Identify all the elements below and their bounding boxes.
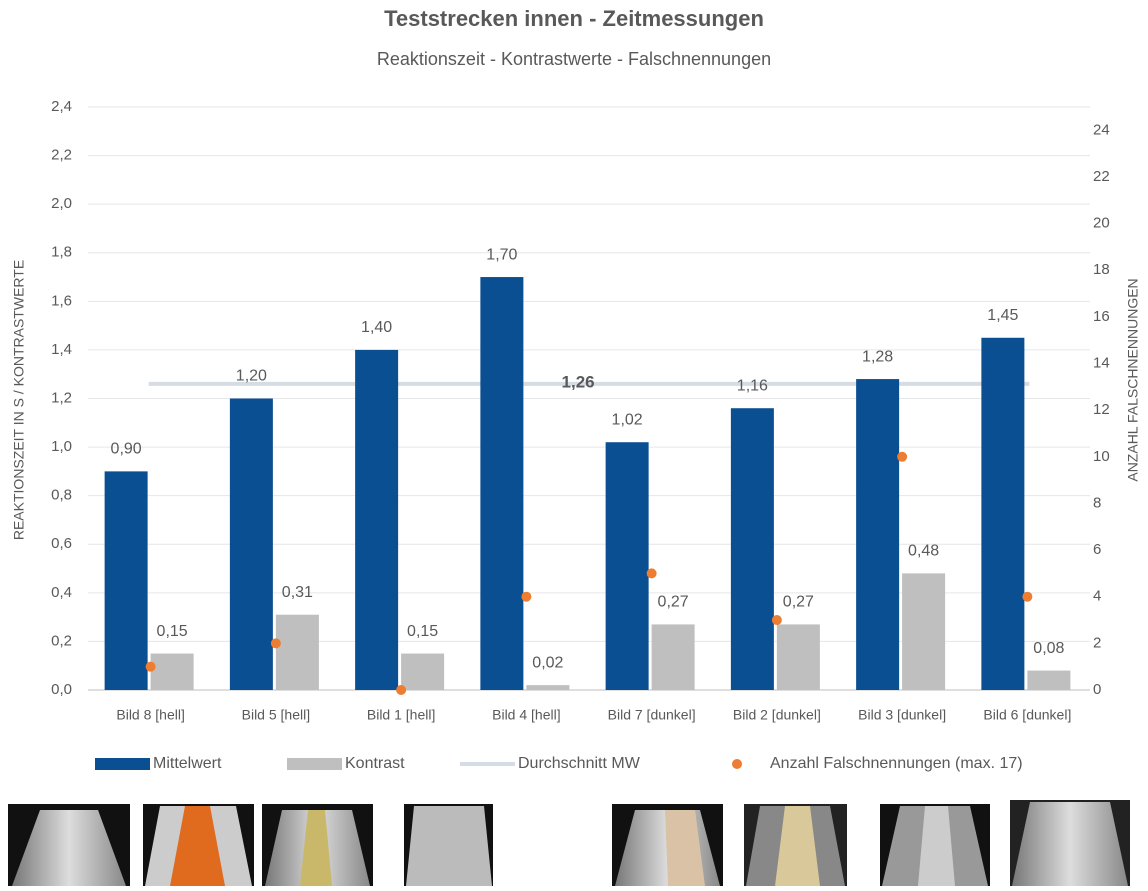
x-tick-label: Bild 5 [hell]: [242, 707, 310, 723]
y-axis-title: REAKTIONSZEIT IN S / KONTRASTWERTE: [11, 260, 27, 540]
y-tick-label: 1,4: [51, 341, 72, 358]
x-tick-label: Bild 4 [hell]: [492, 707, 560, 723]
x-tick-label: Bild 3 [dunkel]: [858, 707, 946, 723]
y2-tick-label: 2: [1093, 634, 1101, 651]
value-label: 0,31: [282, 584, 313, 601]
bar: [605, 442, 649, 690]
legend-label: Anzahl Falschnennungen (max. 17): [770, 755, 1023, 772]
y2-tick-label: 4: [1093, 588, 1101, 605]
y2-tick-label: 14: [1093, 354, 1110, 371]
y2-tick-label: 6: [1093, 541, 1101, 558]
thumbnail: [744, 804, 847, 886]
point: [771, 615, 782, 626]
value-label: 0,15: [407, 623, 438, 640]
point: [897, 451, 908, 462]
value-label: 0,27: [658, 594, 689, 611]
thumbnail: [8, 804, 130, 886]
point: [396, 685, 407, 695]
bar: [229, 398, 273, 690]
thumbnails: [8, 800, 1130, 886]
bar: [150, 653, 194, 690]
y-tick-label: 0,4: [51, 584, 72, 601]
y-tick-label: 0,2: [51, 632, 72, 649]
y2-tick-label: 20: [1093, 215, 1110, 232]
value-label: 0,27: [783, 594, 814, 611]
value-label: 0,08: [1033, 640, 1064, 657]
y2-tick-label: 24: [1093, 121, 1110, 138]
value-label: 1,16: [737, 377, 768, 394]
value-label: 1,20: [236, 368, 267, 385]
y2-axis-title: ANZAHL FALSCHNENNUNGEN: [1125, 278, 1141, 481]
x-tick-label: Bild 7 [dunkel]: [608, 707, 696, 723]
point: [270, 638, 281, 649]
y2-tick-label: 16: [1093, 308, 1110, 325]
y-tick-label: 2,0: [51, 195, 72, 212]
thumbnail: [143, 804, 254, 886]
point: [646, 568, 657, 579]
y2-tick-label: 18: [1093, 261, 1110, 278]
bar: [1027, 670, 1071, 690]
legend-swatch: [95, 758, 150, 770]
y-tick-label: 1,2: [51, 389, 72, 406]
point: [521, 591, 532, 602]
thumbnail: [612, 804, 723, 886]
value-label: 1,28: [862, 348, 893, 365]
chart-subtitle: Reaktionszeit - Kontrastwerte - Falschne…: [377, 49, 771, 69]
x-tick-label: Bild 8 [hell]: [116, 707, 184, 723]
value-label: 1,02: [612, 411, 643, 428]
value-label: 1,40: [361, 319, 392, 336]
bar: [104, 471, 148, 690]
bar: [981, 337, 1025, 690]
y2-tick-label: 8: [1093, 494, 1101, 511]
y2-tick-label: 22: [1093, 168, 1110, 185]
value-label: 1,70: [486, 246, 517, 263]
bar: [902, 573, 946, 690]
y2-tick-label: 0: [1093, 681, 1101, 698]
value-label: 0,48: [908, 543, 939, 560]
y-tick-label: 0,6: [51, 535, 72, 552]
y-tick-label: 1,0: [51, 438, 72, 455]
value-label: 0,15: [157, 623, 188, 640]
bar: [526, 685, 570, 690]
bar: [776, 624, 820, 690]
value-label: 0,02: [532, 654, 563, 671]
bar: [856, 379, 900, 690]
y-tick-label: 1,6: [51, 292, 72, 309]
x-tick-label: Bild 1 [hell]: [367, 707, 435, 723]
x-tick-label: Bild 6 [dunkel]: [983, 707, 1071, 723]
point: [1022, 591, 1033, 602]
bar: [355, 349, 399, 690]
bar: [275, 614, 319, 690]
legend-label: Mittelwert: [153, 755, 222, 772]
chart-title: Teststrecken innen - Zeitmessungen: [384, 6, 764, 31]
value-label: 0,90: [111, 441, 142, 458]
value-label: 1,45: [987, 307, 1018, 324]
y-tick-label: 0,0: [51, 681, 72, 698]
legend-swatch: [287, 758, 342, 770]
legend-label: Durchschnitt MW: [518, 755, 641, 772]
thumbnail: [404, 804, 493, 886]
y-tick-label: 1,8: [51, 244, 72, 261]
y-tick-label: 2,2: [51, 147, 72, 164]
legend-swatch: [732, 759, 742, 769]
thumbnail: [262, 804, 373, 886]
thumbnail: [880, 804, 990, 886]
bar: [480, 277, 524, 690]
x-tick-label: Bild 2 [dunkel]: [733, 707, 821, 723]
y2-tick-label: 10: [1093, 448, 1110, 465]
bar: [651, 624, 695, 690]
legend-label: Kontrast: [345, 755, 405, 772]
thumbnail: [1010, 800, 1130, 886]
value-label: 1,26: [562, 372, 595, 391]
y-tick-label: 0,8: [51, 487, 72, 504]
bar: [730, 408, 774, 690]
y2-tick-label: 12: [1093, 401, 1110, 418]
point: [145, 661, 156, 672]
bar: [401, 653, 445, 690]
y-tick-label: 2,4: [51, 98, 72, 115]
